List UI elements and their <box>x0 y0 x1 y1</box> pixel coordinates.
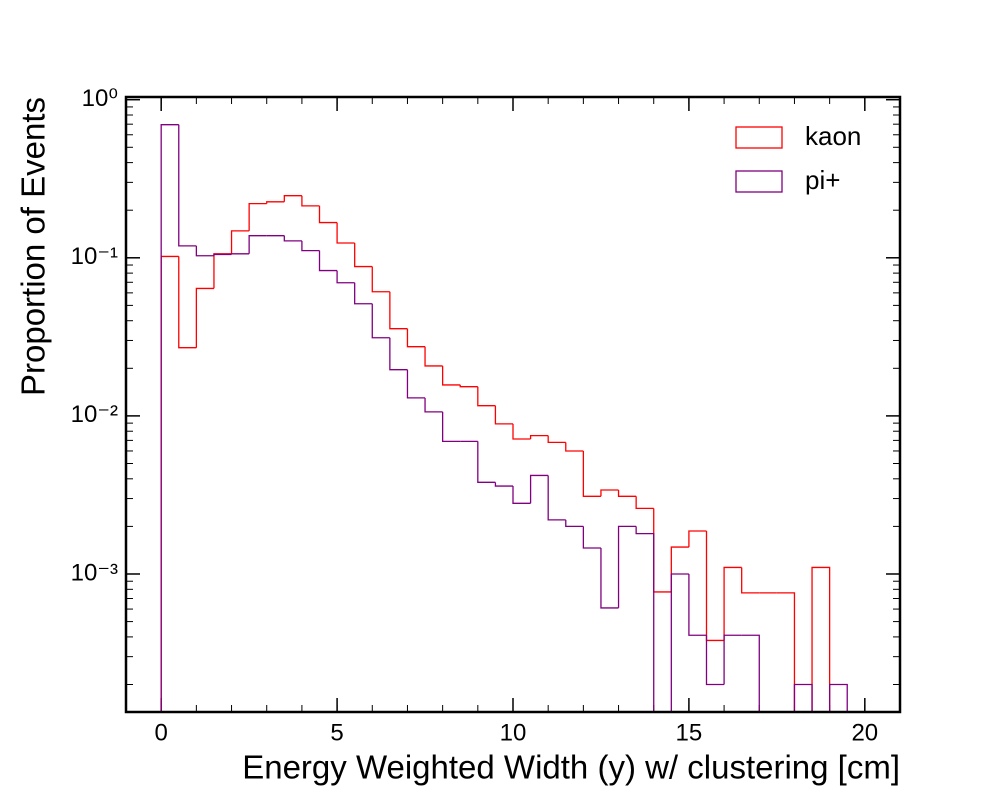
hist-step <box>371 303 390 339</box>
hist-step <box>741 634 760 712</box>
hist-step <box>283 235 302 242</box>
x-tick-label: 20 <box>851 719 878 746</box>
hist-step <box>336 270 355 284</box>
hist-step <box>582 450 601 497</box>
hist-step <box>160 124 179 712</box>
legend-swatch <box>735 170 783 193</box>
hist-step <box>178 256 197 349</box>
x-tick-label: 0 <box>155 719 168 746</box>
hist-step <box>670 573 689 712</box>
hist-step <box>828 683 848 712</box>
hist-step <box>178 124 197 247</box>
hist-step <box>705 531 725 642</box>
hist-step <box>741 567 760 594</box>
hist-step <box>195 245 214 257</box>
hist-step <box>688 530 707 548</box>
legend-label: pi+ <box>805 165 840 195</box>
legend-label: kaon <box>805 121 861 151</box>
hist-step <box>617 489 637 497</box>
hist-step <box>354 243 373 268</box>
hist-step <box>441 365 461 386</box>
hist-step <box>723 634 742 685</box>
hist-step <box>600 548 619 609</box>
hist-step <box>213 253 232 256</box>
hist-step <box>406 328 426 348</box>
hist-step <box>776 592 796 712</box>
hist-step <box>336 222 355 244</box>
hist-step <box>565 442 584 452</box>
hist-step <box>617 525 637 608</box>
hist-step <box>600 489 619 497</box>
hist-step <box>248 235 267 254</box>
hist-step <box>266 201 285 204</box>
hist-step <box>406 369 426 399</box>
hist-step <box>301 240 320 252</box>
hist-step <box>494 482 513 487</box>
y-tick-label: 10⁰ <box>82 85 118 112</box>
hist-step <box>301 195 320 207</box>
hist-step <box>512 486 531 504</box>
hist-step <box>354 282 373 305</box>
hist-step <box>477 441 496 483</box>
hist-step <box>230 230 250 254</box>
y-tick-label: 10⁻³ <box>71 559 118 586</box>
hist-step <box>477 386 496 407</box>
hist-step <box>424 397 443 413</box>
hist-step <box>793 683 813 712</box>
plot-frame <box>124 95 902 714</box>
y-axis-label: Proportion of Events <box>15 97 52 396</box>
hist-step <box>670 546 689 592</box>
hist-step <box>441 411 461 443</box>
hist-step <box>389 337 408 371</box>
hist-step <box>195 287 214 348</box>
hist-step <box>283 195 302 202</box>
x-axis-label: Energy Weighted Width (y) w/ clustering … <box>242 749 900 786</box>
hist-step <box>723 566 742 641</box>
hist-step <box>635 526 655 712</box>
hist-step <box>635 496 654 510</box>
hist-step <box>213 253 232 289</box>
y-tick-label: 10⁻² <box>71 401 118 428</box>
hist-step <box>424 346 443 367</box>
hist-step <box>389 291 408 330</box>
hist-step <box>688 573 707 636</box>
hist-step <box>318 205 338 224</box>
hist-step <box>582 526 601 549</box>
hist-step <box>459 384 478 388</box>
hist-step <box>248 203 267 231</box>
hist-step <box>529 474 549 504</box>
y-tick-label: 10⁻¹ <box>71 243 118 270</box>
hist-step <box>547 435 566 444</box>
hist-step <box>547 475 566 521</box>
hist-step <box>529 434 549 440</box>
hist-step <box>230 253 250 255</box>
hist-step <box>512 423 531 440</box>
hist-step <box>160 255 179 712</box>
hist-step <box>371 266 390 293</box>
hist-step <box>811 566 831 712</box>
x-tick-label: 15 <box>676 719 703 746</box>
hist-step <box>494 405 513 425</box>
hist-step <box>565 519 584 528</box>
hist-step <box>318 250 338 272</box>
legend-swatch <box>735 126 783 149</box>
x-tick-label: 10 <box>500 719 527 746</box>
x-tick-label: 5 <box>330 719 343 746</box>
hist-step <box>653 508 672 593</box>
hist-step <box>705 635 725 686</box>
